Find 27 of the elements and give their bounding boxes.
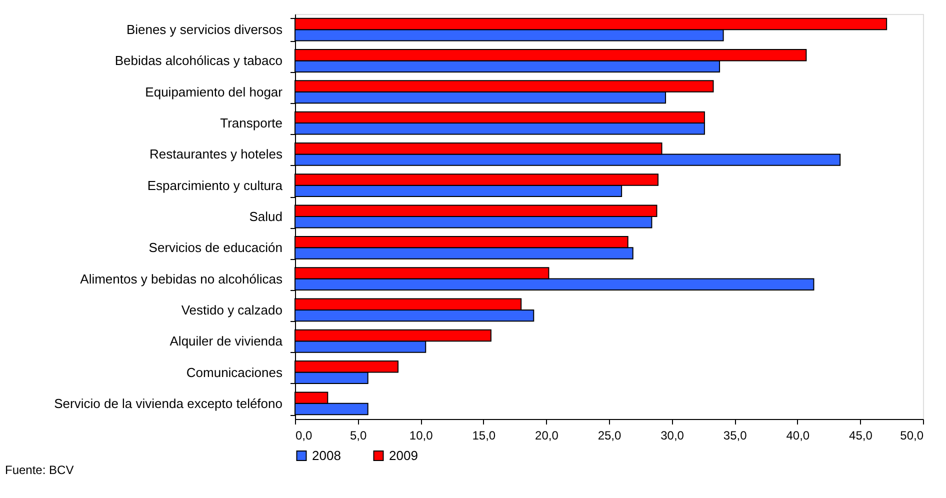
x-tick-label: 0,0: [296, 428, 313, 442]
x-tick-label: 10,0: [409, 428, 434, 442]
y-tick-label: Comunicaciones: [186, 364, 283, 380]
y-tick-label: Alimentos y bebidas no alcohólicas: [80, 271, 283, 286]
y-tick-label: Servicios de educación: [148, 240, 282, 256]
y-tick-label: Salud: [249, 209, 282, 224]
legend-label: 2009: [389, 448, 418, 463]
y-tick-label: Restaurantes y hoteles: [150, 146, 283, 162]
y-tick-label: Transporte: [220, 116, 282, 131]
x-tick-label: 5,0: [350, 428, 367, 442]
x-tick-label: 40,0: [786, 428, 810, 442]
source-note: Fuente: BCV: [5, 463, 74, 477]
y-tick-label: Equipamiento del hogar: [145, 84, 284, 100]
x-tick-label: 20,0: [535, 428, 559, 442]
x-tick-label: 30,0: [660, 428, 684, 442]
x-tick-label: 50,0: [900, 428, 924, 442]
x-tick-label: 15,0: [472, 428, 496, 442]
x-tick-label: 45,0: [849, 428, 873, 442]
x-tick-label: 25,0: [598, 428, 622, 442]
legend-label: 2008: [312, 448, 341, 463]
x-tick-label: 35,0: [723, 428, 748, 442]
y-tick-label: Bienes y servicios diversos: [126, 22, 283, 38]
y-tick-label: Bebidas alcohólicas y tabaco: [114, 53, 282, 68]
y-tick-label: Alquiler de vivienda: [170, 334, 284, 349]
y-tick-label: Esparcimiento y cultura: [147, 178, 284, 193]
y-tick-label: Vestido y calzado: [181, 302, 282, 318]
y-tick-label: Servicio de la vivienda excepto teléfono: [54, 396, 282, 411]
